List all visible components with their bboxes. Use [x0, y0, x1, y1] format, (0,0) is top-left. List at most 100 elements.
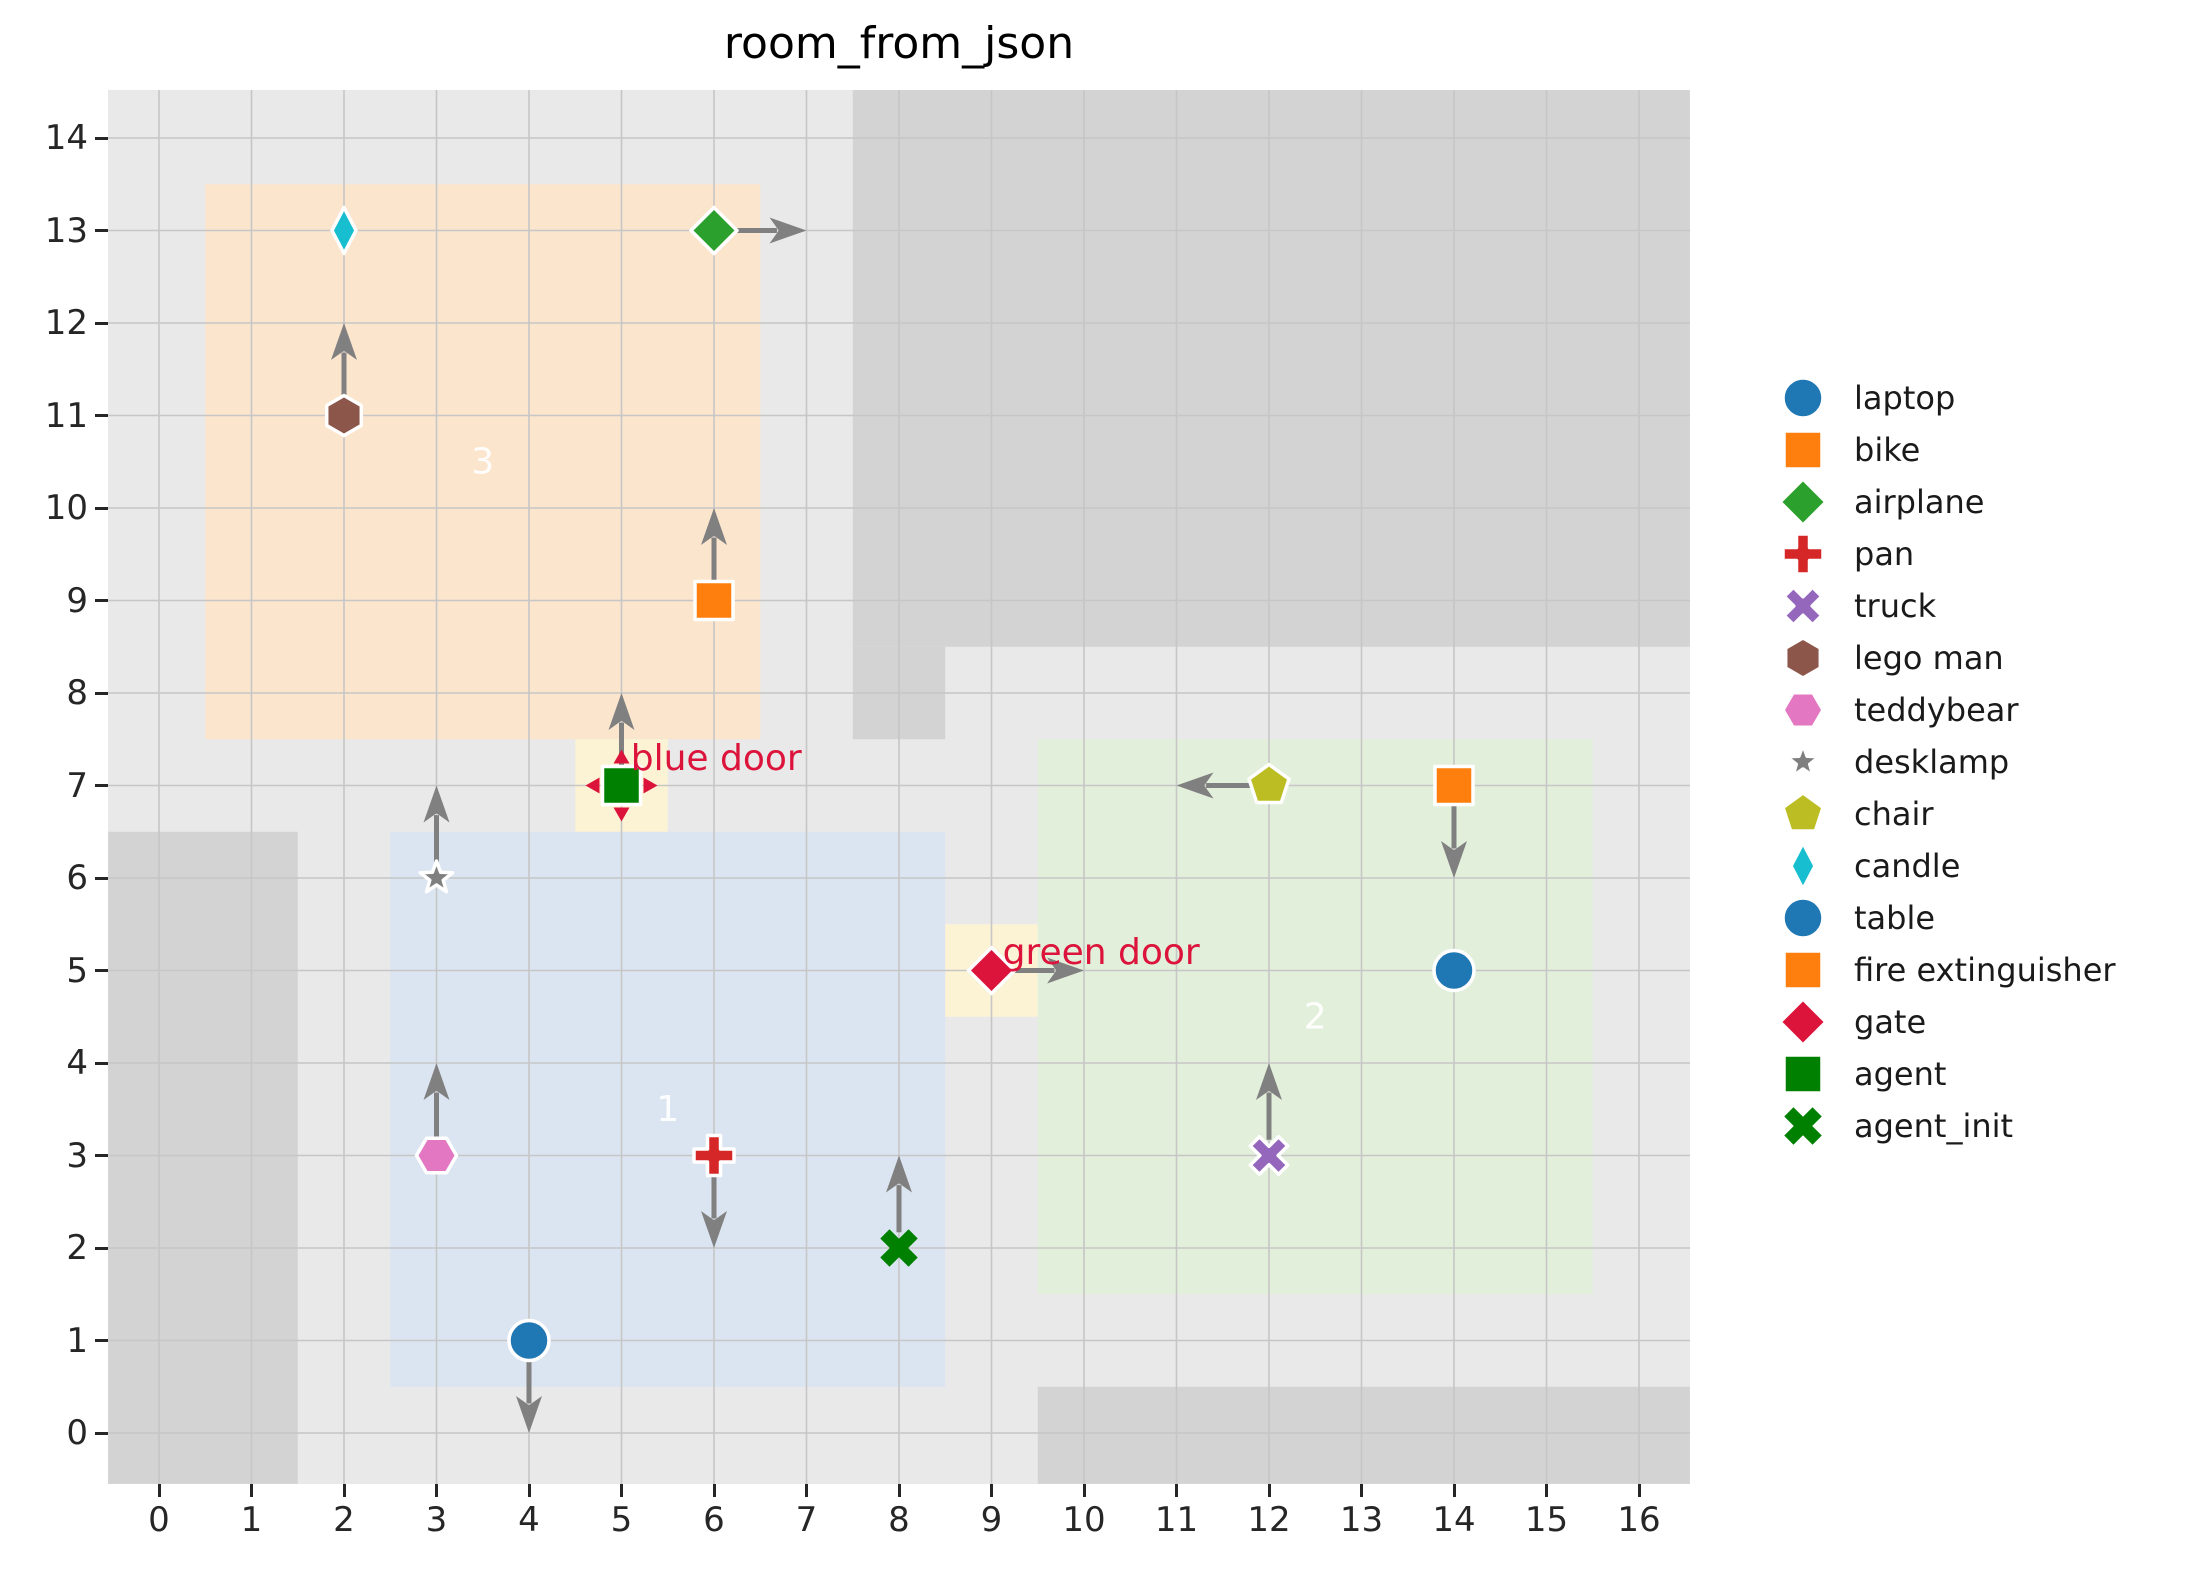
y-tick-label: 0	[66, 1413, 88, 1453]
room-label-3: 3	[471, 441, 494, 482]
room-2	[1037, 739, 1593, 1295]
legend-label: desklamp	[1854, 743, 2010, 781]
legend-label: chair	[1854, 795, 1934, 833]
legend-marker-chair	[1781, 791, 1825, 833]
legend-marker-agent	[1782, 1053, 1824, 1095]
x-tick-mark	[1175, 1484, 1178, 1497]
legend-marker-gate	[1778, 997, 1828, 1047]
x-tick-label: 15	[1524, 1500, 1569, 1540]
y-tick-label: 10	[44, 488, 88, 528]
legend-marker-truck	[1782, 585, 1824, 627]
y-tick-label: 12	[44, 303, 88, 343]
legend-marker-teddybear	[1781, 690, 1825, 730]
x-tick-mark	[1082, 1484, 1086, 1497]
x-tick-label: 5	[610, 1500, 633, 1540]
legend-marker-desklamp	[1785, 743, 1821, 778]
legend-label: table	[1854, 899, 1936, 937]
x-tick-label: 0	[148, 1500, 170, 1540]
y-tick-mark	[95, 1431, 108, 1435]
object-gate	[966, 945, 1084, 996]
x-tick-mark	[1545, 1484, 1548, 1497]
legend-label: pan	[1854, 535, 1915, 573]
x-tick-mark	[342, 1484, 346, 1497]
y-tick-mark	[95, 876, 108, 880]
y-tick-mark	[95, 969, 108, 972]
x-tick-mark	[1637, 1484, 1641, 1497]
x-tick-label: 7	[795, 1500, 818, 1540]
legend-marker-lego-man	[1783, 636, 1823, 680]
x-tick-mark	[805, 1484, 808, 1497]
legend-marker-laptop	[1781, 376, 1825, 420]
y-tick-mark	[95, 414, 108, 417]
y-tick-label: 3	[66, 1135, 88, 1176]
wall-left-column	[108, 831, 298, 1484]
y-tick-mark	[95, 1061, 108, 1065]
room-map-plot: 1 2 3 blue door green door	[108, 89, 1690, 1484]
y-tick-label: 4	[66, 1043, 88, 1083]
object-lego-man	[324, 323, 364, 438]
x-tick-mark	[527, 1484, 531, 1497]
wall-top-right	[852, 89, 1690, 647]
x-tick-label: 9	[980, 1500, 1003, 1540]
legend-label: gate	[1854, 1003, 1927, 1041]
x-tick-mark	[620, 1484, 623, 1497]
x-tick-label: 14	[1432, 1500, 1476, 1540]
object-agent	[585, 693, 658, 822]
legend-item-agent: agent	[1770, 1048, 2116, 1100]
object-bike	[693, 508, 735, 622]
legend-item-desklamp: desklamp	[1770, 736, 2116, 788]
y-tick-label: 5	[66, 950, 88, 991]
legend-item-airplane: airplane	[1770, 476, 2116, 528]
door-label-green-door: green door	[1003, 932, 1200, 973]
legend-label: laptop	[1854, 379, 1956, 417]
object-chair	[1176, 762, 1291, 805]
legend-item-lego-man: lego man	[1770, 632, 2116, 684]
legend-label: airplane	[1854, 483, 1985, 521]
legend-item-agent_init: agent_init	[1770, 1100, 2116, 1152]
y-tick-label: 13	[44, 210, 88, 251]
legend-item-gate: gate	[1770, 996, 2116, 1048]
object-fire-extinguisher	[1433, 764, 1475, 878]
y-tick-label: 11	[44, 395, 88, 436]
x-tick-mark	[435, 1484, 438, 1497]
x-tick-label: 2	[333, 1500, 355, 1540]
legend-item-teddybear: teddybear	[1770, 684, 2116, 736]
object-airplane	[689, 205, 807, 256]
x-tick-label: 13	[1339, 1500, 1384, 1540]
y-tick-mark	[95, 691, 108, 695]
y-tick-mark	[95, 506, 108, 510]
y-tick-mark	[95, 784, 108, 787]
x-tick-label: 6	[703, 1500, 725, 1540]
room-label-2: 2	[1304, 996, 1327, 1037]
room-map-canvas: 1 2 3 blue door green door	[108, 89, 1690, 1484]
room-label-1: 1	[656, 1089, 679, 1130]
door-label-blue-door: blue door	[631, 738, 802, 779]
x-tick-label: 11	[1154, 1500, 1199, 1540]
x-tick-mark	[990, 1484, 993, 1497]
x-tick-mark	[712, 1484, 716, 1497]
legend-item-truck: truck	[1770, 580, 2116, 632]
y-tick-label: 8	[66, 673, 88, 713]
y-tick-mark	[95, 599, 108, 602]
x-tick-label: 12	[1247, 1500, 1291, 1540]
y-tick-mark	[95, 1246, 108, 1250]
object-table	[507, 1318, 551, 1433]
y-tick-label: 9	[66, 580, 88, 621]
legend-label: teddybear	[1854, 691, 2019, 729]
x-tick-label: 8	[888, 1500, 910, 1540]
object-desklamp	[418, 785, 455, 894]
object-laptop	[1432, 948, 1476, 993]
x-tick-mark	[1452, 1484, 1456, 1497]
x-tick-mark	[897, 1484, 901, 1497]
chart-title: room_from_json	[723, 18, 1075, 69]
x-tick-mark	[1360, 1484, 1363, 1497]
y-tick-mark	[95, 136, 108, 140]
y-tick-label: 14	[44, 118, 88, 158]
y-tick-mark	[95, 1339, 108, 1342]
x-tick-label: 1	[240, 1500, 263, 1540]
wall-bottom-right	[1037, 1386, 1690, 1484]
legend-label: candle	[1854, 847, 1961, 885]
legend-marker-airplane	[1778, 477, 1828, 527]
y-tick-mark	[95, 229, 108, 232]
